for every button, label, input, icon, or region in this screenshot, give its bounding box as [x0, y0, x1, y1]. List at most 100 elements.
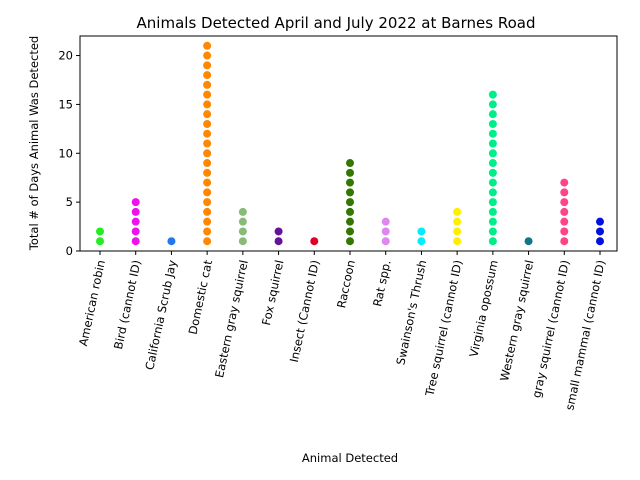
data-point [203, 207, 212, 216]
data-point [203, 90, 212, 99]
data-point [203, 80, 212, 89]
data-point [131, 237, 140, 246]
data-point [131, 217, 140, 226]
y-tick-label: 15 [58, 97, 73, 111]
data-point [596, 217, 604, 226]
data-point [346, 207, 354, 216]
data-point [488, 149, 497, 158]
x-tick-label: Tree squirrel (cannot ID) [422, 259, 465, 399]
data-point [560, 217, 569, 226]
data-point [560, 227, 569, 236]
data-point [203, 188, 212, 197]
data-point [488, 227, 497, 236]
data-point [488, 139, 497, 148]
y-tick-label: 0 [66, 244, 73, 258]
data-point [488, 237, 497, 246]
data-point [203, 198, 212, 207]
y-axis: 0 5 10 15 20 [58, 49, 80, 258]
y-tick-label: 10 [58, 146, 73, 160]
x-tick-label: Virginia opossum [467, 259, 501, 359]
x-tick-label: Domestic cat [186, 258, 216, 335]
data-point [203, 51, 212, 60]
data-point [238, 237, 247, 246]
data-point [453, 227, 462, 236]
data-point [274, 227, 283, 236]
x-tick-label: small mammal (cannot ID) [562, 259, 608, 412]
data-point [560, 207, 569, 216]
data-point [560, 188, 569, 197]
data-point [203, 100, 212, 109]
x-tick-label: Bird (cannot ID) [111, 259, 144, 351]
data-point [131, 207, 140, 216]
x-tick-label: Insect (Cannot ID) [287, 259, 322, 364]
data-point [346, 159, 354, 168]
data-point [453, 207, 462, 216]
data-point [524, 237, 533, 246]
data-point [203, 227, 212, 236]
data-point [203, 139, 212, 148]
x-tick-label: gray squirrel (cannot ID) [529, 259, 572, 399]
data-point [203, 71, 212, 80]
data-point [488, 188, 497, 197]
data-point [560, 237, 569, 246]
data-point [560, 198, 569, 207]
data-point [488, 119, 497, 128]
x-tick-label: Eastern gray squirrel [212, 259, 251, 379]
data-point [346, 217, 354, 226]
data-point [346, 178, 354, 187]
x-tick-label: Fox squirrel [259, 259, 287, 327]
data-point [203, 119, 212, 128]
x-tick-label: Raccoon [334, 259, 358, 310]
data-point [453, 237, 462, 246]
y-tick-label: 20 [58, 49, 73, 63]
x-axis: American robin Bird (cannot ID)California… [76, 251, 608, 411]
data-point [274, 237, 283, 246]
data-point [203, 61, 212, 70]
data-point [488, 100, 497, 109]
data-point [596, 227, 604, 236]
data-point [488, 198, 497, 207]
data-point [488, 217, 497, 226]
data-point [238, 227, 247, 236]
data-point [238, 207, 247, 216]
x-axis-label: Animal Detected [302, 451, 398, 465]
x-tick-label: Swainson's Thrush [393, 259, 429, 367]
x-tick-label: American robin [76, 259, 108, 348]
data-point [417, 227, 426, 236]
data-point [203, 217, 212, 226]
data-point [453, 217, 462, 226]
data-point [346, 188, 354, 197]
data-point [131, 227, 140, 236]
data-point [488, 110, 497, 119]
data-point [417, 237, 426, 246]
data-point [560, 178, 569, 187]
data-point [310, 237, 319, 246]
data-point [346, 168, 354, 177]
x-tick-label: California Scrub Jay [142, 259, 179, 372]
x-tick-label: Rat spp. [370, 259, 394, 308]
data-point [203, 110, 212, 119]
data-point [346, 237, 354, 246]
data-point [203, 41, 212, 50]
data-point [596, 237, 604, 246]
data-point [203, 149, 212, 158]
data-point [203, 237, 212, 246]
y-axis-label: Total # of Days Animal Was Detected [27, 36, 41, 251]
data-point [381, 217, 390, 226]
data-point [131, 198, 140, 207]
data-point [488, 90, 497, 99]
data-point [167, 237, 176, 246]
data-point [488, 129, 497, 138]
data-point [381, 237, 390, 246]
data-point [203, 129, 212, 138]
data-point [346, 198, 354, 207]
data-point [346, 227, 354, 236]
x-tick-label: Western gray squirrel [497, 259, 536, 383]
data-point [96, 227, 104, 236]
data-point [488, 159, 497, 168]
data-point [488, 168, 497, 177]
data-point [96, 237, 104, 246]
data-point [381, 227, 390, 236]
data-point [203, 178, 212, 187]
